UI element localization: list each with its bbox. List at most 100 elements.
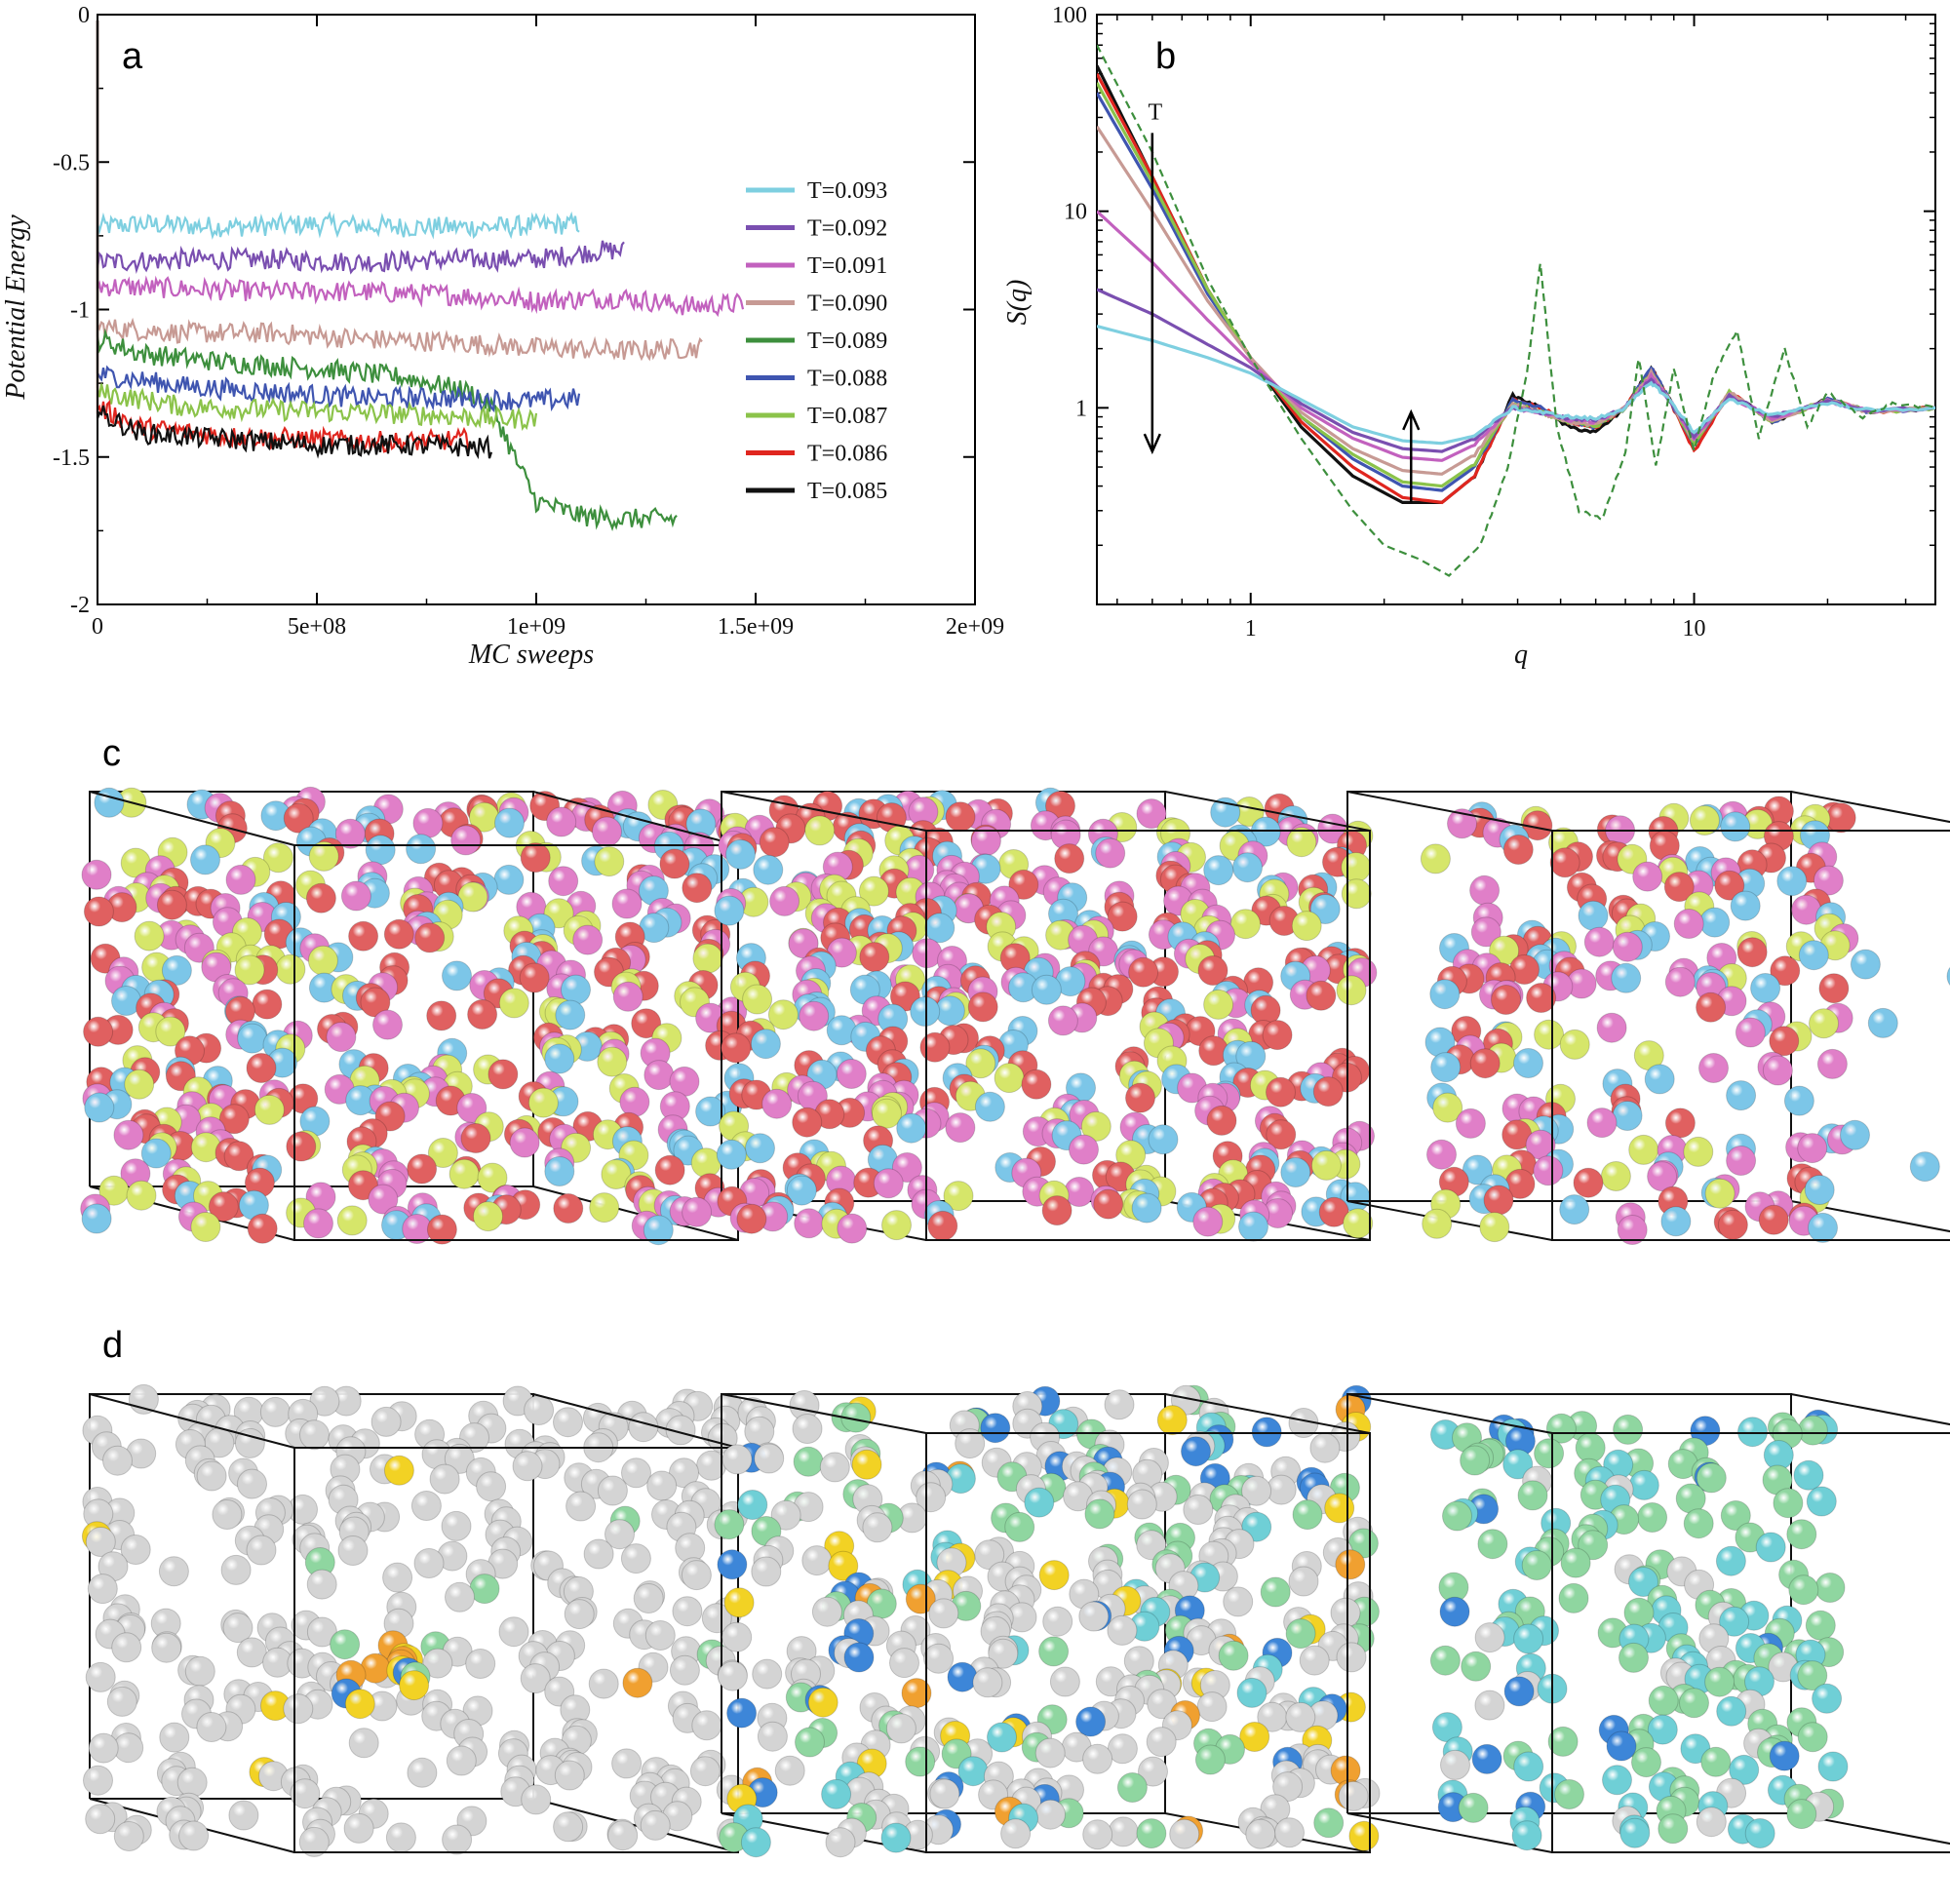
particle-sphere [792, 1107, 823, 1138]
b-y-axis-title: S(q) [1002, 280, 1033, 326]
particle-sphere [308, 840, 339, 872]
particle-sphere [1469, 874, 1501, 906]
particle-sphere [299, 1419, 330, 1451]
particle-sphere [770, 1499, 801, 1531]
particle-sphere [399, 1670, 430, 1701]
particle-sphere [742, 984, 773, 1015]
particle-sphere [1469, 1048, 1501, 1079]
particle-sphere [236, 1637, 267, 1668]
box-edge [1346, 1393, 1553, 1434]
particle-sphere [621, 1457, 651, 1489]
particle-sphere [945, 801, 976, 833]
particle-sphere [1429, 1645, 1461, 1676]
particle-sphere [1442, 1500, 1472, 1532]
particle-sphere [1600, 1161, 1631, 1191]
box-edge [532, 1393, 739, 1449]
particle-sphere [303, 1208, 333, 1239]
particle-sphere [1631, 1747, 1661, 1778]
particle-sphere [1602, 1765, 1632, 1796]
particle-sphere [819, 1452, 850, 1483]
particle-sphere [234, 1427, 265, 1458]
particle-sphere [1131, 1192, 1162, 1224]
particle-sphere [1663, 872, 1695, 903]
particle-sphere [190, 1212, 221, 1242]
particle-sphere [83, 1765, 113, 1796]
particle-sphere [1292, 1499, 1323, 1531]
particle-sphere [754, 1443, 785, 1474]
particle-sphere [1192, 1206, 1224, 1237]
particle-sphere [212, 1499, 243, 1530]
particle-sphere [1696, 991, 1727, 1023]
particle-sphere [1735, 1017, 1766, 1048]
particle-sphere [1108, 1816, 1139, 1847]
d-particles-0 [81, 1383, 749, 1857]
particle-sphere [1420, 843, 1451, 874]
particle-sphere [1547, 1726, 1579, 1757]
b-series-lines [1097, 44, 1935, 577]
particle-sphere [237, 1023, 268, 1054]
box-edge [532, 1798, 739, 1853]
particle-sphere [524, 1395, 555, 1425]
particle-sphere [427, 1138, 458, 1168]
particle-sphere [1458, 1792, 1489, 1823]
particle-sphere [1575, 1432, 1606, 1463]
particle-sphere [262, 842, 293, 874]
particle-sphere [1125, 1082, 1155, 1113]
c-particles-2 [1420, 796, 1859, 1245]
particle-sphere [1704, 1178, 1736, 1209]
b-series-line [1097, 125, 1935, 476]
particle-sphere [980, 1413, 1011, 1444]
particle-sphere [1285, 1701, 1316, 1732]
d-box-front-2 [1346, 1393, 1950, 1853]
structure-factor-chart: 1 10 1 10 100 T q S(q) [1002, 3, 1936, 670]
box-front-face [925, 1432, 1371, 1853]
particle-sphere [1146, 1727, 1177, 1758]
particle-sphere [422, 1648, 453, 1679]
particle-sphere [348, 920, 379, 952]
b-x-tick-label: 1 [1245, 616, 1257, 641]
particle-sphere [873, 1168, 904, 1199]
b-series-line [1097, 82, 1935, 488]
particle-sphere [450, 825, 482, 856]
a-y-tick-label: -1 [70, 298, 90, 324]
particle-sphere [1502, 1449, 1534, 1480]
particle-sphere [597, 1046, 628, 1077]
particle-sphere [1280, 1157, 1311, 1187]
particle-sphere [128, 1383, 159, 1415]
particle-sphere [1343, 1208, 1374, 1239]
a-y-tick-label: -2 [70, 593, 90, 618]
particle-sphere [945, 1112, 976, 1144]
particle-sphere [87, 1574, 118, 1605]
particle-sphere [1197, 955, 1228, 986]
particle-sphere [1750, 973, 1781, 1003]
particle-sphere [1716, 1695, 1747, 1727]
particle-sphere [927, 1210, 958, 1241]
particle-sphere [286, 1131, 317, 1162]
particle-sphere [307, 945, 338, 976]
particle-sphere [1232, 852, 1263, 883]
particle-sphere [611, 888, 643, 919]
a-series-T=0.092 [96, 20, 625, 275]
particle-sphere [1632, 861, 1663, 892]
particle-sphere [612, 981, 644, 1012]
particle-sphere [1812, 1683, 1843, 1714]
particle-sphere [1474, 1690, 1505, 1721]
particle-sphere [1272, 1771, 1304, 1803]
particle-sphere [721, 1032, 752, 1064]
particle-sphere [1726, 1080, 1757, 1111]
particle-sphere [298, 1826, 330, 1857]
particle-sphere [196, 1712, 227, 1742]
particle-sphere [757, 1721, 788, 1752]
particle-sphere [1714, 870, 1745, 901]
a-y-tick-label: -0.5 [53, 150, 90, 175]
particle-sphere [120, 1535, 151, 1565]
particle-sphere [1513, 1048, 1543, 1078]
particle-sphere [669, 1457, 699, 1489]
particle-sphere [1664, 1107, 1696, 1139]
particle-sphere [905, 1746, 936, 1777]
particle-sphere [1126, 1489, 1157, 1520]
particle-sphere [1082, 1743, 1113, 1774]
particle-sphere [1266, 1119, 1297, 1150]
d-particles-2 [1429, 1409, 1849, 1851]
particle-sphere [1054, 843, 1085, 874]
